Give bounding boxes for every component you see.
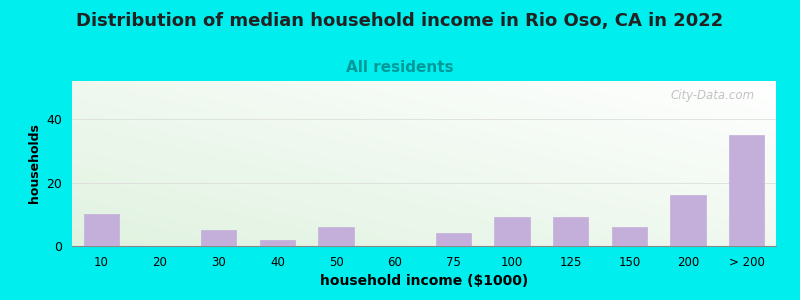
Bar: [201, 230, 236, 246]
X-axis label: household income ($1000): household income ($1000): [320, 274, 528, 288]
Bar: [670, 195, 706, 246]
Bar: [729, 135, 764, 246]
Text: City-Data.com: City-Data.com: [670, 89, 755, 102]
Bar: [84, 214, 119, 246]
Text: Distribution of median household income in Rio Oso, CA in 2022: Distribution of median household income …: [76, 12, 724, 30]
Bar: [260, 240, 295, 246]
Bar: [318, 227, 354, 246]
Y-axis label: households: households: [28, 124, 41, 203]
Bar: [494, 218, 530, 246]
Bar: [612, 227, 647, 246]
Bar: [553, 218, 588, 246]
Bar: [436, 233, 471, 246]
Text: All residents: All residents: [346, 60, 454, 75]
